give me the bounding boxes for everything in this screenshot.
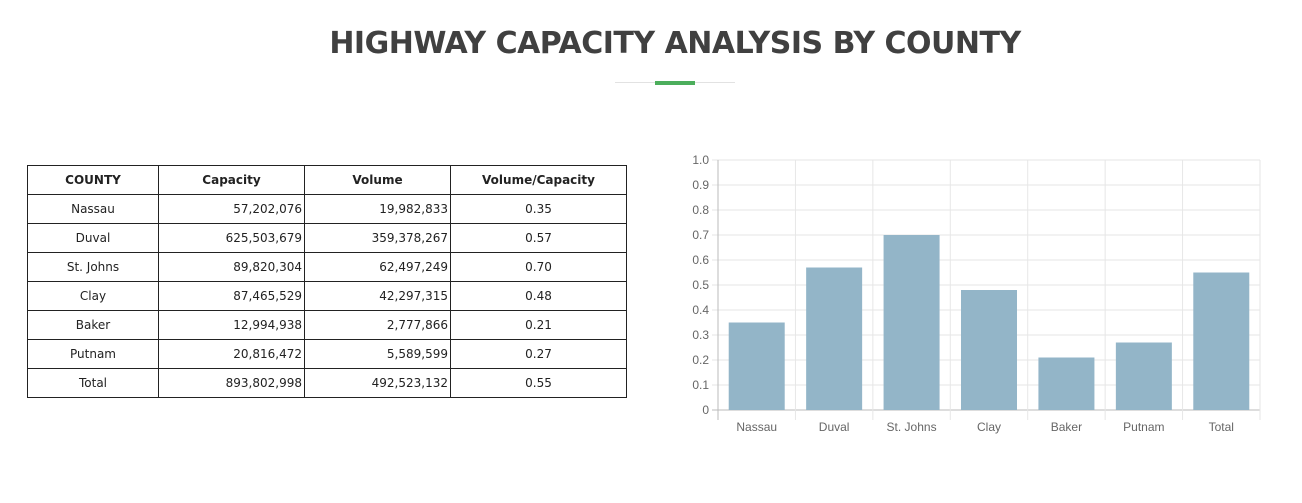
volume-capacity-bar-chart: 0 0.1 0.2 0.3 0.4 0.5 0.6 0.7 0.8 0.9 1.0 Nassau Duv… — [692, 153, 1261, 434]
bar-total — [1193, 272, 1250, 410]
column-header-capacity: Capacity — [158, 165, 305, 195]
cell-volume-capacity: 0.27 — [450, 339, 627, 369]
cell-volume: 5,589,599 — [304, 339, 451, 369]
bar-duval — [806, 267, 863, 410]
table-row: Total 893,802,998 492,523,132 0.55 — [27, 368, 627, 398]
cell-county: Putnam — [27, 339, 159, 369]
title-accent-bar — [655, 81, 695, 85]
bar-st-johns — [883, 235, 940, 410]
y-tick-label: 0 — [702, 403, 709, 417]
cell-volume-capacity: 0.35 — [450, 194, 627, 224]
bar-putnam — [1115, 342, 1172, 410]
cell-volume: 492,523,132 — [304, 368, 451, 398]
cell-county: Total — [27, 368, 159, 398]
y-tick-label: 0.2 — [692, 353, 709, 367]
y-tick-label: 0.8 — [692, 203, 709, 217]
x-tick-label: Total — [1209, 420, 1234, 434]
x-tick-label: Nassau — [736, 420, 777, 434]
cell-capacity: 89,820,304 — [158, 252, 305, 282]
cell-county: St. Johns — [27, 252, 159, 282]
y-tick-label: 1.0 — [692, 153, 709, 167]
cell-capacity: 20,816,472 — [158, 339, 305, 369]
y-tick-label: 0.1 — [692, 378, 709, 392]
table-row: St. Johns 89,820,304 62,497,249 0.70 — [27, 252, 627, 282]
cell-county: Duval — [27, 223, 159, 253]
y-tick-label: 0.9 — [692, 178, 709, 192]
cell-county: Baker — [27, 310, 159, 340]
cell-volume: 359,378,267 — [304, 223, 451, 253]
cell-volume-capacity: 0.21 — [450, 310, 627, 340]
y-tick-label: 0.3 — [692, 328, 709, 342]
cell-volume-capacity: 0.57 — [450, 223, 627, 253]
table-row: Clay 87,465,529 42,297,315 0.48 — [27, 281, 627, 311]
cell-volume: 42,297,315 — [304, 281, 451, 311]
capacity-table: COUNTY Capacity Volume Volume/Capacity N… — [27, 165, 627, 398]
cell-volume: 62,497,249 — [304, 252, 451, 282]
cell-county: Clay — [27, 281, 159, 311]
column-header-volume: Volume — [304, 165, 451, 195]
x-tick-label: Clay — [977, 420, 1001, 434]
cell-capacity: 893,802,998 — [158, 368, 305, 398]
y-tick-label: 0.6 — [692, 253, 709, 267]
bar-baker — [1038, 357, 1095, 410]
bar-nassau — [728, 322, 785, 410]
bar-clay — [961, 290, 1017, 410]
table-header-row: COUNTY Capacity Volume Volume/Capacity — [27, 165, 627, 195]
x-tick-label: Baker — [1051, 420, 1082, 434]
table-row: Duval 625,503,679 359,378,267 0.57 — [27, 223, 627, 253]
cell-volume: 2,777,866 — [304, 310, 451, 340]
cell-volume-capacity: 0.55 — [450, 368, 627, 398]
x-tick-label: St. Johns — [887, 420, 937, 434]
page-title: HIGHWAY CAPACITY ANALYSIS BY COUNTY — [329, 26, 1021, 61]
cell-volume-capacity: 0.48 — [450, 281, 627, 311]
x-tick-label: Putnam — [1123, 420, 1164, 434]
y-tick-label: 0.7 — [692, 228, 709, 242]
cell-capacity: 12,994,938 — [158, 310, 305, 340]
cell-capacity: 625,503,679 — [158, 223, 305, 253]
table-row: Putnam 20,816,472 5,589,599 0.27 — [27, 339, 627, 369]
column-header-volume-capacity: Volume/Capacity — [450, 165, 627, 195]
y-tick-label: 0.4 — [692, 303, 709, 317]
column-header-county: COUNTY — [27, 165, 159, 195]
cell-capacity: 57,202,076 — [158, 194, 305, 224]
cell-county: Nassau — [27, 194, 159, 224]
y-tick-label: 0.5 — [692, 278, 709, 292]
cell-capacity: 87,465,529 — [158, 281, 305, 311]
cell-volume-capacity: 0.70 — [450, 252, 627, 282]
x-tick-label: Duval — [819, 420, 850, 434]
cell-volume: 19,982,833 — [304, 194, 451, 224]
table-row: Baker 12,994,938 2,777,866 0.21 — [27, 310, 627, 340]
table-row: Nassau 57,202,076 19,982,833 0.35 — [27, 194, 627, 224]
